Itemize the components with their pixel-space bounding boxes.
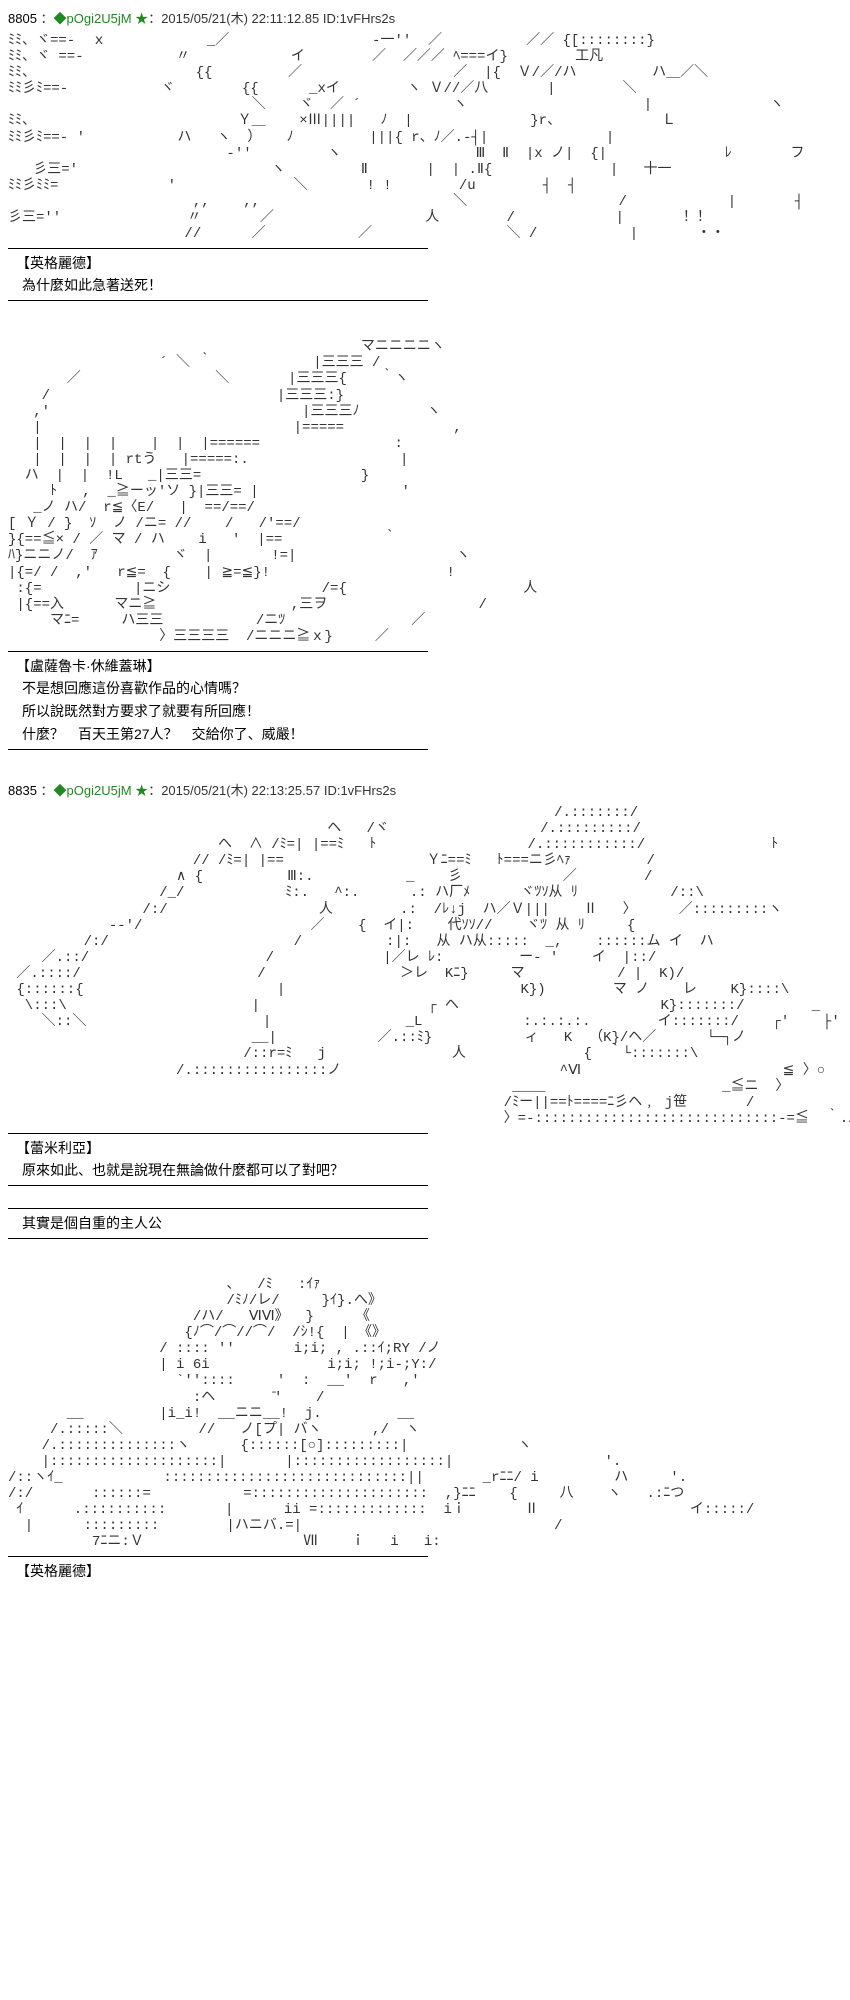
- speaker-label: 【英格麗德】: [16, 253, 842, 273]
- post-id: ID:1vFHrs2s: [323, 11, 395, 26]
- ascii-art: マニニニニヽ ´ ＼ ｀ |三三三 / ／ ＼ |三三三{ ｀ヽ / |三三三:…: [8, 339, 842, 645]
- ascii-art: /.:::::::/ ヘ /ヾ /.:::::::::/ ヘ ∧ /ﾐ=| |=…: [8, 805, 842, 1127]
- ascii-art: 、 /ﾐ :ｲｧ /ﾐﾉ/レ/ }ｲ}.へ》 /ハ/ ⅥⅥ》 } 《 {ﾉ⌒/⌒…: [8, 1277, 842, 1551]
- dialogue-line: 什麼？ 百天王第27人？ 交給你了、威嚴！: [22, 724, 842, 745]
- divider: [8, 1208, 428, 1209]
- divider: [8, 300, 428, 301]
- post-header: 8805 ：◆pOgi2U5jM ★：2015/05/21(木) 22:11:1…: [8, 8, 842, 27]
- divider: [8, 1185, 428, 1186]
- dialogue-line: 所以說既然對方要求了就要有所回應！: [22, 701, 842, 722]
- divider: [8, 1556, 428, 1557]
- ascii-art: ﾐﾐ、ヾ==- ｘ _／ -一'' ／ ／／ {[::::::::} ﾐﾐ、ヾ …: [8, 33, 842, 242]
- post-trip: ◆pOgi2U5jM ★: [54, 11, 149, 26]
- divider: [8, 248, 428, 249]
- divider: [8, 651, 428, 652]
- post-block: 8835 ：◆pOgi2U5jM ★：2015/05/21(木) 22:13:2…: [8, 780, 842, 1581]
- speaker-label: 【盧薩魯卡·休維蓋琳】: [16, 656, 842, 676]
- post-number: 8805: [8, 11, 37, 26]
- post-block: 8805 ：◆pOgi2U5jM ★：2015/05/21(木) 22:11:1…: [8, 8, 842, 750]
- post-date: 2015/05/21(木) 22:13:25.57: [161, 783, 320, 798]
- post-trip: ◆pOgi2U5jM ★: [54, 783, 149, 798]
- divider: [8, 1238, 428, 1239]
- dialogue-line: 不是想回應這份喜歡作品的心情嗎？: [22, 678, 842, 699]
- dialogue-line: 其實是個自重的主人公: [22, 1213, 842, 1234]
- divider: [8, 749, 428, 750]
- divider: [8, 1133, 428, 1134]
- post-number: 8835: [8, 783, 37, 798]
- dialogue-line: 為什麼如此急著送死！: [22, 275, 842, 296]
- speaker-label: 【英格麗德】: [16, 1561, 842, 1581]
- post-header: 8835 ：◆pOgi2U5jM ★：2015/05/21(木) 22:13:2…: [8, 780, 842, 799]
- speaker-label: 【蕾米利亞】: [16, 1138, 842, 1158]
- post-date: 2015/05/21(木) 22:11:12.85: [161, 11, 319, 26]
- dialogue-line: 原來如此、也就是說現在無論做什麼都可以了對吧？: [22, 1160, 842, 1181]
- post-id: ID:1vFHrs2s: [324, 783, 396, 798]
